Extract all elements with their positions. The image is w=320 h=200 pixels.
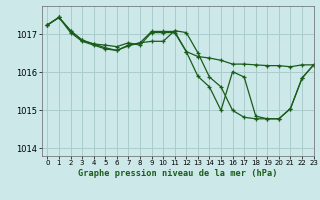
X-axis label: Graphe pression niveau de la mer (hPa): Graphe pression niveau de la mer (hPa) bbox=[78, 169, 277, 178]
